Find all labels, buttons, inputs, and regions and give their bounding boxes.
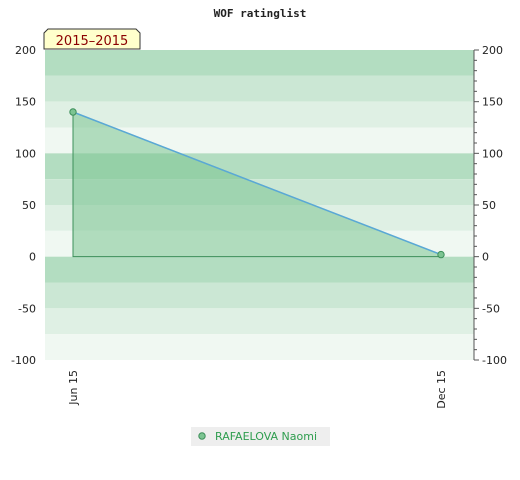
left-y-tick-label: 150 [15,96,36,109]
season-label: 2015–2015 [56,34,129,49]
right-y-tick-label: -50 [482,302,500,315]
legend[interactable]: RAFAELOVA Naomi [191,427,330,446]
data-point[interactable] [69,108,77,116]
legend-item-rafaelova-naomi[interactable]: RAFAELOVA Naomi [215,430,317,443]
left-y-axis: -100 -50 0 50 100 150 200 [11,44,36,367]
left-y-tick-label: -50 [18,302,36,315]
series-line [72,111,442,256]
left-y-tick-label: -100 [11,354,36,367]
background-band [45,101,474,128]
season-label-box: 2015–2015 [43,28,141,50]
right-y-tick-label: 0 [482,251,489,264]
left-y-tick-label: 0 [29,251,36,264]
right-y-axis: -100 -50 0 50 100 150 200 [473,44,507,367]
series-layer [69,108,445,259]
data-point[interactable] [437,250,445,259]
background-band [45,282,474,309]
background-band [45,334,474,360]
background-band [45,308,474,335]
legend-marker [198,432,206,440]
right-y-tick-label: -100 [482,354,507,367]
left-y-tick-label: 200 [15,44,36,57]
right-y-tick-label: 50 [482,199,496,212]
x-axis: Jun 15 Dec 15 [67,370,448,409]
x-tick-label: Dec 15 [435,370,448,409]
background-band [45,50,474,76]
x-tick-label: Jun 15 [67,370,80,406]
right-y-tick-label: 200 [482,44,503,57]
right-y-tick-label: 100 [482,147,503,160]
background-band [45,75,474,102]
left-y-tick-label: 50 [22,199,36,212]
season-label-background [43,28,141,50]
right-y-tick-label: 150 [482,96,503,109]
background-band [45,256,474,283]
legend-background [191,427,330,446]
left-y-tick-label: 100 [15,147,36,160]
chart-title: WOF ratinglist [214,7,307,20]
